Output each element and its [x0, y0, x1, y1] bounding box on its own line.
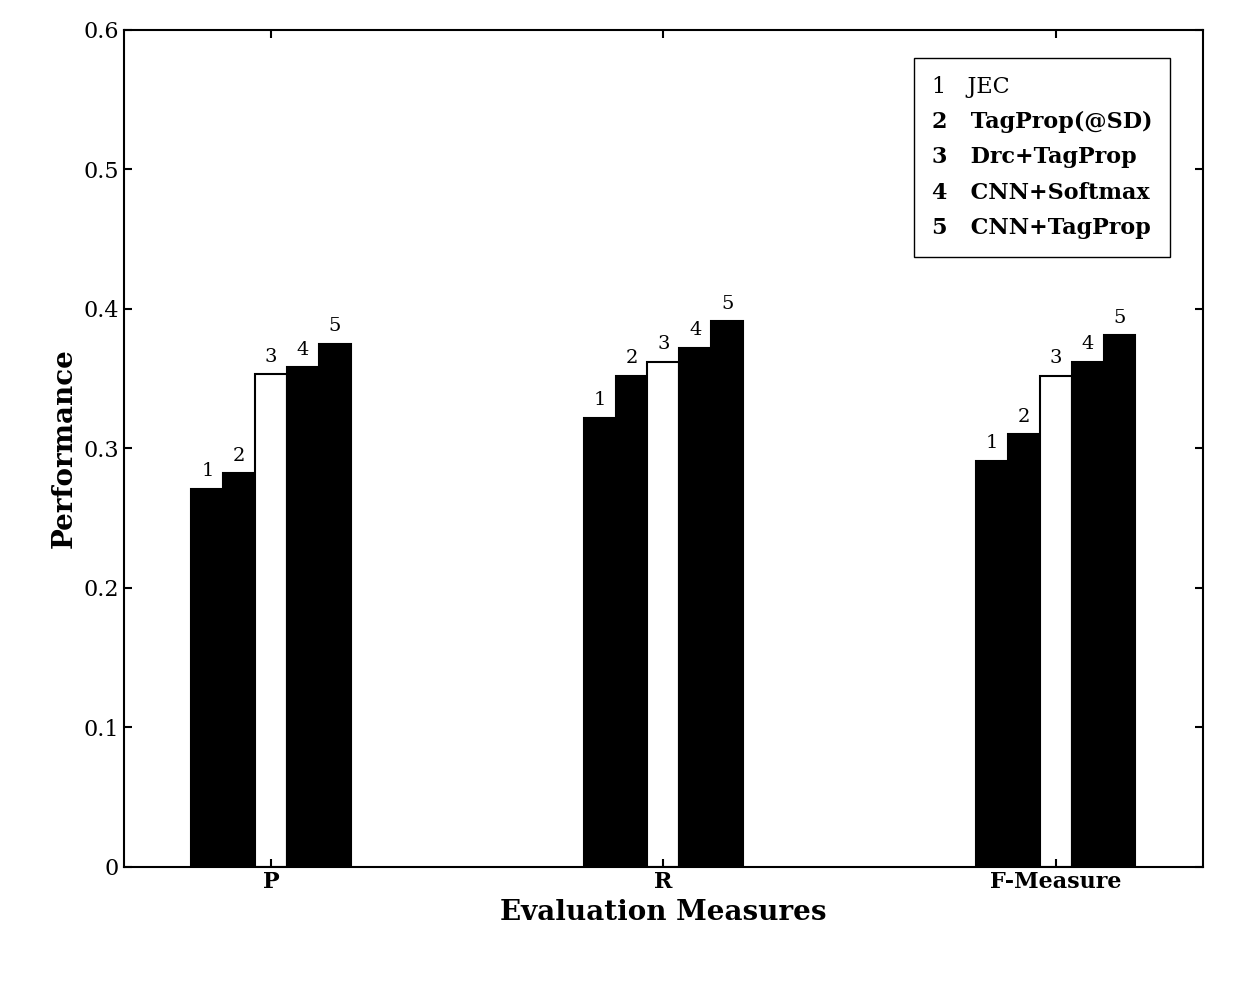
Bar — [1040, 375, 1071, 867]
Text: 2: 2 — [625, 350, 637, 368]
Bar — [976, 461, 1008, 867]
Bar — [223, 473, 255, 867]
Bar — [647, 362, 680, 867]
Bar — [584, 417, 615, 867]
Text: 4: 4 — [296, 341, 309, 359]
Text: 2: 2 — [233, 447, 246, 465]
Y-axis label: Performance: Performance — [51, 349, 78, 548]
Bar — [255, 374, 286, 867]
Bar — [1104, 336, 1136, 867]
Text: 1: 1 — [594, 391, 606, 409]
Legend: 1   JEC, 2   TagProp(@SD), 3   Drc+TagProp, 4   CNN+Softmax, 5   CNN+TagProp: 1 JEC, 2 TagProp(@SD), 3 Drc+TagProp, 4 … — [914, 58, 1171, 257]
Bar — [191, 489, 223, 867]
Bar — [1071, 362, 1104, 867]
Text: 4: 4 — [689, 322, 702, 340]
Text: 5: 5 — [329, 318, 341, 336]
Bar — [615, 375, 647, 867]
Bar — [680, 348, 712, 867]
X-axis label: Evaluation Measures: Evaluation Measures — [500, 899, 827, 926]
Text: 3: 3 — [657, 336, 670, 354]
Text: 5: 5 — [1114, 309, 1126, 327]
Bar — [712, 322, 743, 867]
Text: 2: 2 — [1018, 408, 1030, 426]
Bar — [319, 344, 351, 867]
Bar — [286, 368, 319, 867]
Text: 4: 4 — [1081, 336, 1094, 354]
Text: 5: 5 — [720, 295, 733, 313]
Bar — [1008, 434, 1040, 867]
Text: 1: 1 — [986, 434, 998, 452]
Text: 1: 1 — [201, 462, 213, 480]
Text: 3: 3 — [265, 348, 278, 366]
Text: 3: 3 — [1049, 350, 1061, 368]
